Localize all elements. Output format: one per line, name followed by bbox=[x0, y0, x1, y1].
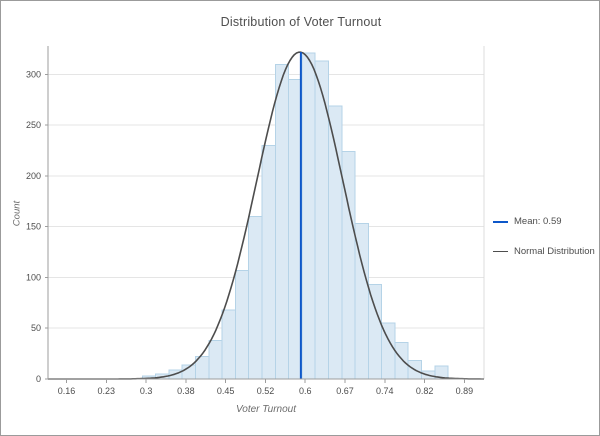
histogram-bar[interactable] bbox=[367, 284, 383, 380]
x-tick-label: 0.23 bbox=[98, 386, 116, 396]
normal-curve-swatch-icon bbox=[493, 251, 508, 252]
legend-item-normal-distribution[interactable]: Normal Distribution bbox=[493, 246, 595, 257]
y-tick-label: 100 bbox=[26, 272, 41, 282]
histogram-bar[interactable] bbox=[301, 52, 316, 380]
x-tick-label: 0.67 bbox=[336, 386, 354, 396]
x-tick-label: 0.89 bbox=[456, 386, 474, 396]
y-tick-label: 300 bbox=[26, 69, 41, 79]
histogram-bar[interactable] bbox=[394, 342, 409, 380]
x-tick-label: 0.3 bbox=[140, 386, 153, 396]
y-tick-label: 200 bbox=[26, 171, 41, 181]
y-tick-label: 0 bbox=[36, 374, 41, 384]
histogram-bar[interactable] bbox=[261, 145, 276, 380]
x-tick-label: 0.82 bbox=[416, 386, 434, 396]
histogram-bar[interactable] bbox=[248, 216, 263, 380]
y-tick-label: 250 bbox=[26, 120, 41, 130]
y-axis-title: Count bbox=[11, 200, 23, 227]
mean-line-swatch-icon bbox=[493, 220, 508, 223]
x-tick-label: 0.52 bbox=[257, 386, 275, 396]
histogram-bar[interactable] bbox=[234, 269, 250, 380]
x-tick-label: 0.74 bbox=[376, 386, 394, 396]
legend: Mean: 0.59 Normal Distribution bbox=[493, 216, 595, 257]
legend-label-normal-distribution: Normal Distribution bbox=[514, 246, 595, 257]
histogram-bar[interactable] bbox=[274, 63, 290, 380]
legend-item-mean[interactable]: Mean: 0.59 bbox=[493, 216, 595, 227]
y-tick-label: 150 bbox=[26, 222, 41, 232]
x-tick-label: 0.16 bbox=[58, 386, 76, 396]
x-tick-label: 0.45 bbox=[217, 386, 235, 396]
histogram-bar[interactable] bbox=[221, 309, 236, 380]
chart-title: Distribution of Voter Turnout bbox=[220, 15, 382, 29]
x-axis-title: Voter Turnout bbox=[235, 404, 297, 415]
x-tick-label: 0.38 bbox=[177, 386, 195, 396]
y-tick-label: 50 bbox=[31, 323, 41, 333]
legend-label-mean: Mean: 0.59 bbox=[514, 216, 562, 227]
x-tick-label: 0.6 bbox=[299, 386, 312, 396]
histogram-bar[interactable] bbox=[208, 339, 223, 380]
